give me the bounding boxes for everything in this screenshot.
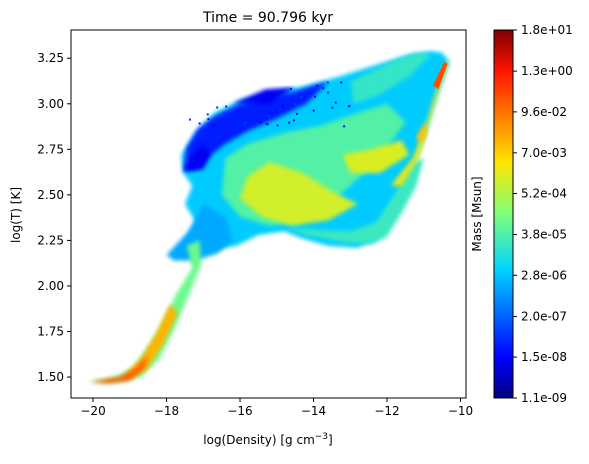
left-wing xyxy=(166,204,233,261)
mass-density-field xyxy=(89,51,450,384)
colorbar-tick-label: 5.2e-04 xyxy=(521,187,567,201)
y-tick-label: 2.25 xyxy=(37,233,64,247)
hot-diffuse-cap-edge xyxy=(232,87,296,104)
speckle xyxy=(297,104,299,107)
speckle xyxy=(326,81,329,84)
colorbar-tick-label: 2.8e-06 xyxy=(521,268,567,282)
colorbar-tick-label: 1.5e-08 xyxy=(521,350,567,364)
speckle xyxy=(188,118,191,121)
speckle xyxy=(238,105,241,108)
speckle xyxy=(207,118,210,121)
main-core-right xyxy=(342,140,409,173)
colorbar-tick-label: 7.0e-03 xyxy=(521,146,567,160)
colorbar-label: Mass [Msun] xyxy=(470,176,484,251)
speckle xyxy=(343,125,346,128)
y-tick-label: 2.75 xyxy=(37,142,64,156)
speckle xyxy=(316,84,319,87)
speckle xyxy=(282,104,284,107)
speckle xyxy=(294,102,297,105)
x-tick-label: −20 xyxy=(80,404,105,418)
hot-diffuse-cap-edge xyxy=(184,143,211,172)
speckle xyxy=(235,124,238,127)
speckle xyxy=(281,105,284,108)
upper-right-fringe xyxy=(350,52,432,104)
speckle xyxy=(334,101,337,104)
colorbar-tick-label: 9.6e-02 xyxy=(521,105,567,119)
colorbar-tick-label: 1.8e+01 xyxy=(521,23,573,37)
y-tick-label: 1.50 xyxy=(37,370,64,384)
y-tick-label: 3.00 xyxy=(37,97,64,111)
colorbar-gradient xyxy=(493,29,514,399)
speckle xyxy=(212,123,215,126)
speckle xyxy=(265,122,268,125)
cold-track-core xyxy=(126,304,178,379)
speckle xyxy=(296,112,298,115)
dense-warm-knot xyxy=(416,122,428,144)
speckle xyxy=(322,87,325,90)
dense-warm-tip xyxy=(432,61,448,90)
speckle xyxy=(244,115,246,118)
speckle xyxy=(223,112,225,115)
colorbar-ticks: 1.1e-09 1.5e-08 2.0e-07 2.8e-06 3.8e-05 5.2e-… xyxy=(513,23,573,405)
speckle xyxy=(309,90,311,92)
colorbar-tick-label: 3.8e-05 xyxy=(521,227,567,241)
x-axis-ticks: −20 −18 −16 −14 −12 −10 xyxy=(80,398,473,418)
speckle xyxy=(303,96,306,99)
speckle xyxy=(282,106,285,109)
lower-branch xyxy=(284,158,424,245)
colorbar: 1.1e-09 1.5e-08 2.0e-07 2.8e-06 3.8e-05 5.2e-… xyxy=(470,23,573,405)
y-axis-label: log(T) [K] xyxy=(9,187,23,243)
x-tick-label: −16 xyxy=(227,404,252,418)
speckle xyxy=(253,125,256,128)
speckle xyxy=(257,108,260,111)
colorbar-tick-label: 2.0e-07 xyxy=(521,310,567,324)
speckle xyxy=(276,124,279,127)
speckle xyxy=(292,119,295,122)
speckle xyxy=(266,100,268,103)
speckle xyxy=(340,81,343,84)
speckle xyxy=(301,89,304,92)
colorbar-tick-label: 1.1e-09 xyxy=(521,391,567,405)
speckle xyxy=(216,106,219,109)
speckle xyxy=(331,106,334,109)
plot-area: −20 −18 −16 −14 −12 −10 1.50 1.75 2.00 2.25 2.50 2… xyxy=(37,29,473,418)
x-axis-label: log(Density) [g cm−3] xyxy=(203,432,332,447)
speckle xyxy=(198,122,201,125)
x-axis-label-exponent: −3 xyxy=(315,432,328,442)
speckle xyxy=(244,122,247,125)
speckle xyxy=(262,114,265,117)
speckle xyxy=(276,95,279,98)
speckle xyxy=(300,95,303,98)
x-tick-label: −18 xyxy=(154,404,179,418)
y-tick-label: 1.75 xyxy=(37,325,64,339)
y-tick-label: 3.25 xyxy=(37,51,64,65)
speckle xyxy=(288,121,291,124)
colorbar-tick-label: 1.3e+00 xyxy=(521,64,573,78)
speckle xyxy=(259,105,262,108)
main-core xyxy=(240,162,358,226)
speckle xyxy=(265,117,268,120)
hot-diffuse-cap xyxy=(183,81,329,172)
speckle xyxy=(259,121,262,124)
speckle xyxy=(206,113,209,116)
cold-track-tip xyxy=(89,355,149,384)
speckle xyxy=(298,92,301,95)
speckle xyxy=(312,109,315,112)
speckle xyxy=(275,110,278,113)
x-tick-label: −12 xyxy=(374,404,399,418)
x-tick-label: −10 xyxy=(448,404,473,418)
speckle xyxy=(267,114,270,117)
chart-title: Time = 90.796 kyr xyxy=(202,10,333,26)
speckle xyxy=(348,104,351,107)
speckle xyxy=(289,87,292,90)
speckle xyxy=(314,95,317,98)
y-tick-label: 2.50 xyxy=(37,188,64,202)
y-tick-label: 2.00 xyxy=(37,279,64,293)
speckle xyxy=(225,105,228,108)
speckle xyxy=(327,91,330,94)
y-axis-ticks: 1.50 1.75 2.00 2.25 2.50 2.75 3.00 3.25 xyxy=(37,51,71,384)
x-tick-label: −14 xyxy=(301,404,326,418)
